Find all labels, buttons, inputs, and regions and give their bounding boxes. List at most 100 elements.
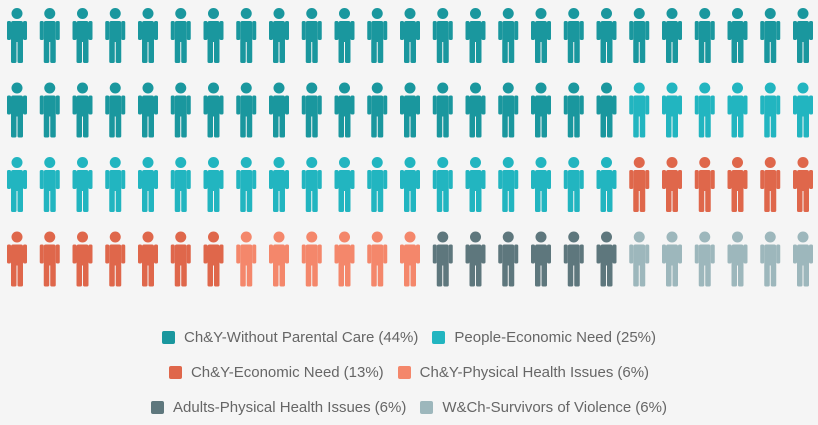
arm	[432, 21, 437, 40]
torso	[731, 95, 744, 117]
leg	[148, 263, 154, 287]
torso	[142, 21, 154, 42]
leg	[738, 40, 744, 63]
legend-item: Ch&Y-Physical Health Issues (6%)	[397, 364, 649, 381]
head	[535, 82, 547, 94]
person-icon	[563, 157, 584, 212]
arm	[498, 95, 503, 115]
torso	[698, 244, 711, 266]
torso	[240, 95, 253, 117]
arm	[612, 244, 617, 264]
person-icon	[531, 82, 551, 138]
person-icon	[563, 231, 584, 287]
torso	[764, 21, 777, 42]
head	[732, 231, 743, 243]
arm	[121, 95, 126, 115]
arm	[793, 170, 797, 189]
head	[601, 82, 612, 94]
arm	[465, 21, 470, 40]
torso	[305, 244, 318, 266]
leg	[738, 189, 744, 212]
leg	[338, 40, 344, 63]
leg	[633, 114, 639, 138]
head	[699, 8, 711, 19]
arm	[72, 95, 77, 115]
legend-row: Ch&Y-Economic Need (13%) Ch&Y-Physical Hea…	[0, 355, 818, 390]
leg	[705, 114, 711, 138]
legend-item: Ch&Y-Without Parental Care (44%)	[162, 329, 418, 346]
arm	[694, 244, 699, 264]
person-icon	[7, 231, 27, 287]
leg	[181, 40, 187, 63]
leg	[607, 189, 613, 212]
torso	[11, 21, 23, 42]
leg	[803, 40, 809, 63]
leg	[600, 263, 606, 287]
torso	[567, 244, 580, 266]
person-icon	[334, 157, 355, 212]
torso	[338, 244, 351, 266]
leg	[666, 263, 672, 287]
head	[470, 157, 481, 168]
arm	[39, 21, 44, 40]
leg	[371, 189, 377, 212]
leg	[535, 114, 541, 138]
head	[797, 231, 809, 243]
arm	[776, 244, 781, 264]
leg	[214, 263, 220, 287]
legend-label: Ch&Y-Economic Need	[190, 364, 340, 381]
leg	[639, 189, 646, 212]
arm	[645, 170, 650, 189]
arm	[55, 95, 60, 115]
head	[633, 82, 645, 94]
person-icon	[760, 231, 781, 287]
torso	[371, 244, 384, 266]
arm	[416, 95, 420, 115]
head	[437, 231, 449, 243]
torso	[174, 170, 187, 191]
person-icon	[105, 82, 126, 138]
leg	[738, 114, 744, 138]
person-icon	[138, 8, 158, 63]
arm	[23, 170, 27, 189]
leg	[43, 263, 50, 287]
head	[404, 157, 416, 168]
leg	[476, 40, 482, 63]
legend-row: Adults-Physical Health Issues (6%) W&Ch-Su…	[0, 390, 818, 425]
torso	[567, 95, 580, 117]
pictogram	[7, 8, 813, 287]
arm	[793, 244, 797, 264]
torso	[76, 21, 89, 42]
arm	[547, 95, 551, 115]
leg	[567, 263, 574, 287]
arm	[760, 95, 765, 115]
person-icon	[203, 82, 224, 138]
torso	[240, 21, 253, 42]
person-icon	[72, 231, 93, 287]
leg	[639, 114, 646, 138]
leg	[338, 263, 344, 287]
leg	[541, 263, 547, 287]
head	[208, 231, 219, 243]
head	[44, 8, 56, 19]
head	[175, 8, 187, 19]
leg	[50, 114, 56, 138]
person-icon	[563, 82, 584, 138]
arm	[121, 244, 126, 264]
person-icon	[465, 231, 486, 287]
head	[175, 157, 187, 168]
torso	[502, 95, 515, 117]
arm	[285, 244, 289, 264]
arm	[498, 170, 503, 189]
arm	[531, 21, 535, 40]
leg	[174, 40, 181, 63]
arm	[203, 95, 208, 115]
legend: Ch&Y-Without Parental Care (44%) People-Ec…	[0, 320, 818, 425]
arm	[383, 170, 388, 189]
arm	[448, 21, 453, 40]
leg	[109, 189, 115, 212]
arm	[367, 21, 372, 40]
arm	[55, 244, 60, 264]
person-icon	[596, 8, 617, 63]
person-icon	[367, 82, 388, 138]
